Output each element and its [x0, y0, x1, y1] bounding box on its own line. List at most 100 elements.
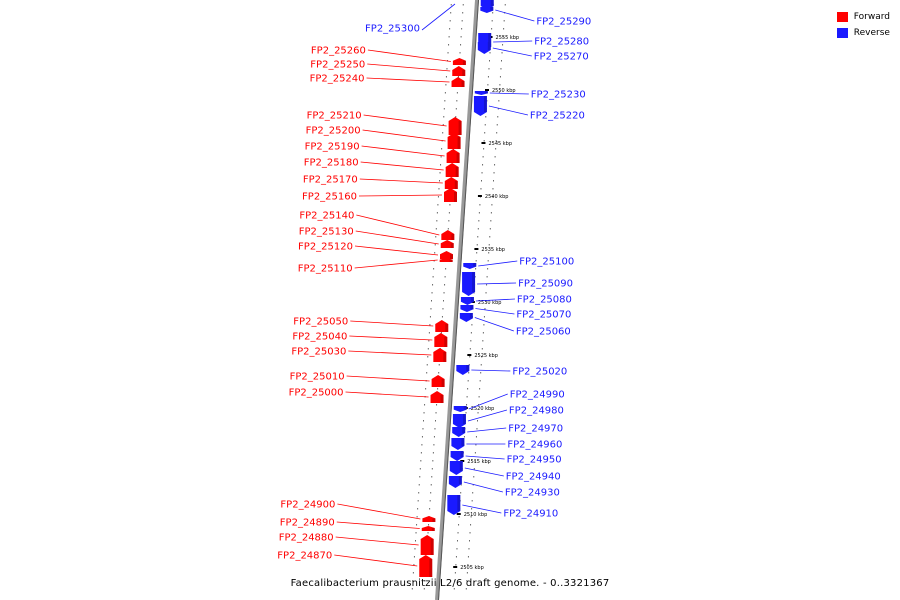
gene-shade — [444, 337, 448, 347]
legend-swatch-reverse — [836, 28, 848, 38]
gene-label-FP2_25260[interactable]: FP2_25260 — [311, 46, 366, 57]
gene-FP2_25040[interactable] — [434, 333, 448, 347]
gene-label-FP2_25190[interactable]: FP2_25190 — [305, 142, 360, 153]
gene-label-FP2_25090[interactable]: FP2_25090 — [518, 279, 573, 290]
gene-label-FP2_24900[interactable]: FP2_24900 — [280, 500, 335, 511]
gene-shade — [454, 192, 457, 202]
gene-FP2_24960[interactable] — [451, 438, 465, 450]
gene-label-FP2_25000[interactable]: FP2_25000 — [289, 388, 344, 399]
gene-FP2_24940[interactable] — [449, 461, 463, 475]
gene-FP2_25140[interactable] — [441, 230, 455, 240]
gene-label-FP2_25110[interactable]: FP2_25110 — [298, 264, 353, 275]
gene-label-FP2_25290[interactable]: FP2_25290 — [536, 17, 591, 28]
gene-FP2_25120[interactable] — [440, 251, 453, 259]
gene-FP2_24910[interactable] — [447, 495, 461, 515]
gene-features — [419, 0, 494, 577]
gene-FP2_24870[interactable] — [419, 555, 433, 577]
gene-label-FP2_25300[interactable]: FP2_25300 — [365, 24, 420, 35]
leader-line — [348, 350, 432, 356]
gene-FP2_24900[interactable] — [422, 516, 436, 522]
gene-label-FP2_25140[interactable]: FP2_25140 — [299, 211, 354, 222]
gene-label-FP2_25070[interactable]: FP2_25070 — [516, 310, 571, 321]
gene-shade — [462, 427, 466, 433]
leader-line — [355, 230, 439, 245]
gene-label-FP2_25010[interactable]: FP2_25010 — [290, 372, 345, 383]
gene-FP2_25160[interactable] — [444, 188, 457, 202]
gene-label-FP2_25020[interactable]: FP2_25020 — [512, 367, 567, 378]
gene-label-FP2_25060[interactable]: FP2_25060 — [516, 327, 571, 338]
gene-FP2_25190[interactable] — [446, 149, 460, 163]
gene-label-FP2_24970[interactable]: FP2_24970 — [508, 424, 563, 435]
gene-FP2_25200[interactable] — [447, 133, 461, 149]
gene-label-FP2_25030[interactable]: FP2_25030 — [291, 347, 346, 358]
gene-FP2_24950[interactable] — [450, 451, 464, 461]
gene-FP2_25050[interactable] — [435, 320, 449, 332]
gene-FP2_25270[interactable] — [477, 42, 491, 54]
gene-label-FP2_25180[interactable]: FP2_25180 — [304, 158, 359, 169]
gene-FP2_25130[interactable] — [440, 240, 454, 248]
gene-shade — [458, 476, 462, 484]
gene-label-FP2_25080[interactable]: FP2_25080 — [517, 295, 572, 306]
gene-label-FP2_25240[interactable]: FP2_25240 — [310, 74, 365, 85]
gene-label-FP2_24910[interactable]: FP2_24910 — [503, 509, 558, 520]
gene-FP2_25090[interactable] — [462, 272, 476, 296]
gene-label-FP2_25100[interactable]: FP2_25100 — [519, 257, 574, 268]
legend-swatch-forward — [836, 12, 848, 22]
gene-FP2_25030[interactable] — [433, 348, 447, 362]
gene-label-FP2_24870[interactable]: FP2_24870 — [277, 551, 332, 562]
gene-FP2_25060[interactable] — [459, 313, 473, 322]
gene-label-FP2_25170[interactable]: FP2_25170 — [303, 175, 358, 186]
gene-label-FP2_25040[interactable]: FP2_25040 — [292, 332, 347, 343]
gene-label-FP2_25210[interactable]: FP2_25210 — [307, 111, 362, 122]
gene-label-FP2_25160[interactable]: FP2_25160 — [302, 192, 357, 203]
gene-FP2_25070[interactable] — [460, 305, 474, 312]
gene-FP2_25000[interactable] — [430, 391, 444, 403]
gene-FP2_25260[interactable] — [452, 58, 466, 65]
gene-shade — [431, 528, 435, 531]
gene-FP2_24890[interactable] — [421, 526, 435, 531]
gene-shade — [449, 259, 453, 262]
gene-FP2_25230[interactable] — [474, 91, 488, 95]
tick-mark — [456, 513, 461, 515]
gene-label-FP2_24950[interactable]: FP2_24950 — [507, 455, 562, 466]
gene-label-FP2_25230[interactable]: FP2_25230 — [531, 90, 586, 101]
gene-FP2_25170[interactable] — [444, 177, 458, 189]
gene-FP2_25110[interactable] — [439, 258, 453, 262]
legend-label-forward: Forward — [853, 12, 890, 22]
gene-FP2_25180[interactable] — [445, 163, 459, 177]
gene-label-FP2_25250[interactable]: FP2_25250 — [310, 60, 365, 71]
gene-FP2_25100[interactable] — [463, 263, 477, 269]
gene-FP2_25020[interactable] — [456, 365, 470, 375]
gene-FP2_24990[interactable] — [453, 406, 467, 412]
gene-label-FP2_24960[interactable]: FP2_24960 — [507, 440, 562, 451]
gene-label-FP2_24880[interactable]: FP2_24880 — [279, 533, 334, 544]
gene-FP2_24880[interactable] — [420, 535, 434, 555]
gene-FP2_25220[interactable] — [473, 96, 487, 116]
gene-FP2_24930[interactable] — [448, 476, 462, 488]
gene-FP2_25210[interactable] — [448, 117, 462, 135]
gene-FP2_25010[interactable] — [431, 375, 445, 387]
leader-line — [465, 455, 505, 460]
gene-label-FP2_24940[interactable]: FP2_24940 — [506, 472, 561, 483]
gene-FP2_25250[interactable] — [452, 66, 466, 76]
gene-label-FP2_25220[interactable]: FP2_25220 — [530, 111, 585, 122]
gene-label-FP2_25120[interactable]: FP2_25120 — [298, 242, 353, 253]
gene-shade — [455, 167, 459, 177]
gene-label-FP2_24980[interactable]: FP2_24980 — [509, 406, 564, 417]
leader-line — [335, 536, 419, 546]
gene-label-FP2_25270[interactable]: FP2_25270 — [534, 52, 589, 63]
gene-label-FP2_25280[interactable]: FP2_25280 — [534, 37, 589, 48]
gene-label-FP2_25050[interactable]: FP2_25050 — [293, 317, 348, 328]
gene-label-FP2_25200[interactable]: FP2_25200 — [306, 126, 361, 137]
gene-FP2_25080[interactable] — [460, 297, 474, 305]
gene-FP2_24970[interactable] — [452, 427, 466, 437]
gene-FP2_25240[interactable] — [451, 77, 465, 87]
gene-label-FP2_24930[interactable]: FP2_24930 — [505, 488, 560, 499]
gene-shade — [461, 81, 465, 87]
gene-FP2_24980[interactable] — [452, 414, 466, 428]
gene-label-FP2_25130[interactable]: FP2_25130 — [299, 227, 354, 238]
gene-label-FP2_24990[interactable]: FP2_24990 — [510, 390, 565, 401]
gene-FP2_25290[interactable] — [480, 7, 494, 13]
gene-label-FP2_24890[interactable]: FP2_24890 — [280, 518, 335, 529]
